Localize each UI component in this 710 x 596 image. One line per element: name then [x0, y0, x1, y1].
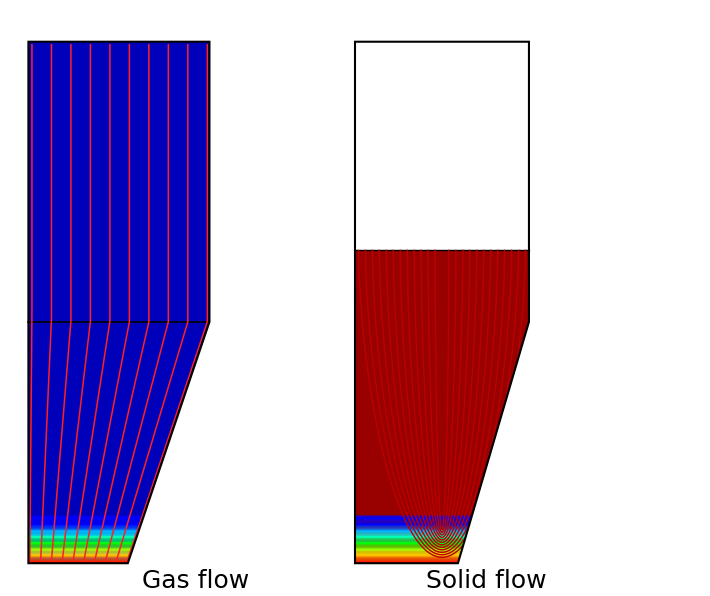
Polygon shape [355, 550, 462, 551]
Polygon shape [355, 555, 460, 556]
Polygon shape [28, 538, 136, 539]
Polygon shape [28, 527, 140, 529]
Polygon shape [28, 560, 129, 561]
Polygon shape [355, 535, 466, 536]
Polygon shape [28, 517, 143, 518]
Polygon shape [355, 556, 460, 557]
Polygon shape [355, 519, 471, 520]
Polygon shape [355, 526, 469, 527]
Polygon shape [355, 523, 470, 524]
Polygon shape [355, 537, 466, 538]
Polygon shape [28, 549, 133, 550]
Polygon shape [355, 562, 458, 563]
Polygon shape [28, 524, 141, 525]
Polygon shape [28, 542, 135, 543]
Polygon shape [28, 545, 134, 547]
Polygon shape [355, 517, 471, 518]
Polygon shape [28, 531, 138, 532]
Polygon shape [355, 541, 464, 542]
Polygon shape [355, 529, 468, 530]
Polygon shape [355, 554, 461, 555]
Polygon shape [355, 538, 465, 539]
Polygon shape [355, 552, 461, 554]
Polygon shape [28, 555, 131, 556]
Polygon shape [28, 529, 139, 530]
Polygon shape [28, 543, 135, 544]
Polygon shape [28, 556, 130, 557]
Polygon shape [28, 525, 141, 526]
Polygon shape [355, 250, 529, 563]
Polygon shape [355, 560, 459, 561]
Polygon shape [355, 520, 471, 522]
Polygon shape [28, 539, 136, 541]
Polygon shape [355, 557, 459, 558]
Polygon shape [28, 533, 138, 535]
Text: Gas flow: Gas flow [142, 569, 249, 593]
Polygon shape [28, 532, 138, 533]
Polygon shape [28, 530, 139, 531]
Polygon shape [28, 42, 209, 563]
Polygon shape [355, 561, 459, 562]
Polygon shape [28, 557, 130, 558]
Polygon shape [28, 558, 129, 560]
Polygon shape [28, 516, 144, 517]
Polygon shape [355, 522, 470, 523]
Polygon shape [355, 547, 463, 548]
Polygon shape [355, 518, 471, 519]
Polygon shape [28, 550, 132, 551]
Polygon shape [355, 545, 463, 547]
Polygon shape [355, 548, 462, 549]
Polygon shape [28, 522, 142, 523]
Polygon shape [28, 519, 143, 520]
Polygon shape [355, 524, 469, 525]
Polygon shape [28, 535, 138, 536]
Polygon shape [355, 539, 465, 541]
Polygon shape [28, 536, 137, 537]
Polygon shape [355, 532, 467, 533]
Polygon shape [355, 551, 462, 552]
Polygon shape [355, 544, 464, 545]
Polygon shape [355, 558, 459, 560]
Polygon shape [355, 525, 469, 526]
Polygon shape [355, 531, 467, 532]
Polygon shape [355, 530, 468, 531]
Polygon shape [28, 561, 129, 562]
Polygon shape [28, 548, 133, 549]
Polygon shape [355, 536, 466, 537]
Polygon shape [28, 551, 132, 552]
Polygon shape [355, 42, 529, 563]
Polygon shape [28, 544, 134, 545]
Polygon shape [355, 527, 469, 529]
Polygon shape [28, 523, 141, 524]
Polygon shape [28, 518, 143, 519]
Polygon shape [28, 520, 142, 522]
Polygon shape [28, 552, 131, 554]
Text: Solid flow: Solid flow [426, 569, 547, 593]
Polygon shape [28, 541, 136, 542]
Polygon shape [355, 549, 462, 550]
Polygon shape [28, 537, 136, 538]
Polygon shape [355, 542, 464, 543]
Polygon shape [28, 526, 141, 527]
Polygon shape [355, 543, 464, 544]
Polygon shape [28, 554, 131, 555]
Polygon shape [28, 562, 129, 563]
Polygon shape [28, 547, 133, 548]
Polygon shape [355, 516, 472, 517]
Polygon shape [355, 533, 466, 535]
